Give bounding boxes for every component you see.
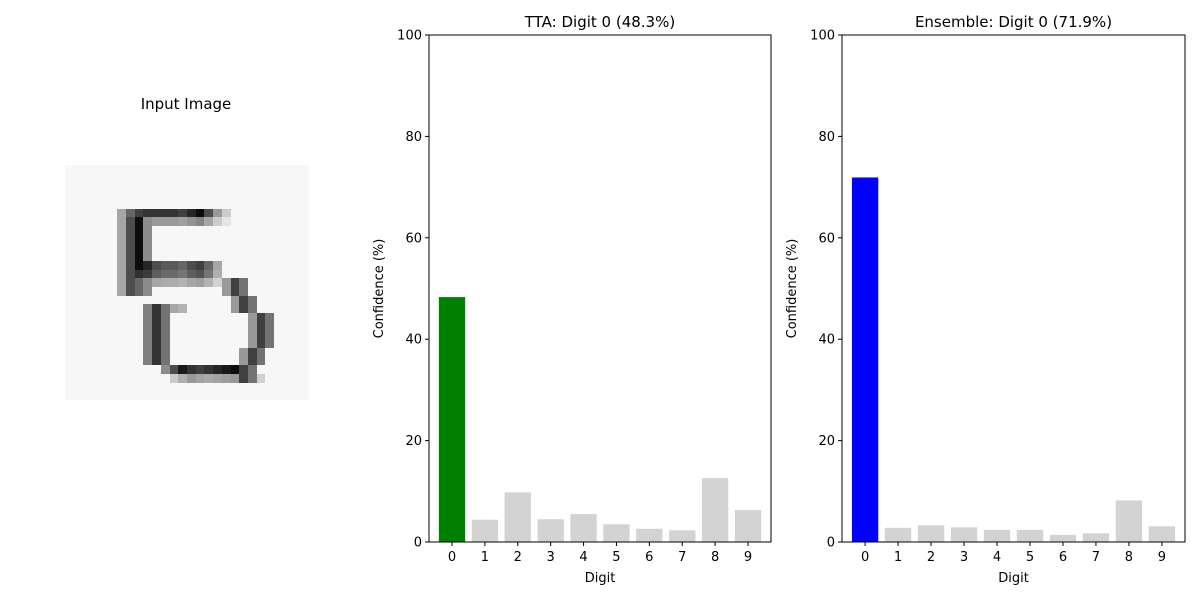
- chart2-xtick-label-0: 0: [861, 550, 869, 565]
- chart1-ytick-label-0: 0: [414, 536, 422, 551]
- chart1-xtick-label-9: 9: [744, 550, 752, 565]
- input-digit-image: [65, 165, 309, 409]
- chart2-ytick-label-80: 80: [818, 130, 835, 145]
- chart2-xtick-label-8: 8: [1125, 550, 1133, 565]
- chart2-bar-4: [983, 529, 1011, 542]
- chart2-xtick-label-3: 3: [960, 550, 968, 565]
- chart1-ytick-label-20: 20: [405, 434, 422, 449]
- chart2-bar-5: [1016, 529, 1044, 542]
- chart1-xtick-label-4: 4: [579, 550, 587, 565]
- chart1-frame: [428, 34, 772, 543]
- chart1-xtick-label-1: 1: [481, 550, 489, 565]
- chart1-ytick-label-60: 60: [405, 231, 422, 246]
- chart1-bar-0: [438, 297, 466, 542]
- chart2-xtick-label-1: 1: [894, 550, 902, 565]
- chart1-bar-4: [570, 514, 597, 542]
- chart1-bar-1: [471, 519, 499, 542]
- chart1-xlabel: Digit: [585, 571, 616, 586]
- chart2-xtick-label-4: 4: [993, 550, 1001, 565]
- chart2-ytick-label-0: 0: [827, 536, 835, 551]
- chart1-ytick-label-80: 80: [405, 130, 422, 145]
- chart1-bar-2: [504, 492, 531, 542]
- chart1-xtick-label-5: 5: [612, 550, 620, 565]
- chart2-xtick-label-9: 9: [1158, 550, 1166, 565]
- chart2-ytick-label-20: 20: [818, 434, 835, 449]
- chart1-bar-5: [603, 524, 630, 542]
- chart1-ytick-label-100: 100: [397, 29, 422, 44]
- chart1-bar-6: [636, 528, 663, 542]
- chart2-bar-8: [1115, 500, 1143, 542]
- chart2-title: Ensemble: Digit 0 (71.9%): [915, 13, 1112, 31]
- chart2-xtick-label-6: 6: [1059, 550, 1067, 565]
- chart2-frame: [841, 34, 1186, 543]
- chart2-bar-0: [851, 177, 879, 543]
- chart1-xtick-label-0: 0: [448, 550, 456, 565]
- chart2-bar-3: [950, 527, 978, 542]
- chart1-xtick-label-3: 3: [547, 550, 555, 565]
- chart2-ytick-label-40: 40: [818, 333, 835, 348]
- chart1-bar-7: [669, 530, 696, 542]
- chart1-title: TTA: Digit 0 (48.3%): [524, 13, 675, 31]
- input-image-title: Input Image: [140, 95, 232, 113]
- chart2-xlabel: Digit: [998, 571, 1029, 586]
- chart2-bar-1: [884, 527, 912, 542]
- chart1-bar-3: [537, 519, 564, 542]
- chart2-bar-7: [1082, 533, 1110, 542]
- chart1-xtick-label-8: 8: [711, 550, 719, 565]
- chart2-bar-9: [1148, 526, 1176, 542]
- chart1-xtick-label-2: 2: [514, 550, 522, 565]
- chart1-bar-8: [701, 478, 729, 542]
- chart2-xtick-label-2: 2: [927, 550, 935, 565]
- chart1-ylabel: Confidence (%): [372, 239, 387, 339]
- chart2-ytick-label-100: 100: [810, 29, 835, 44]
- chart1-xtick-label-6: 6: [645, 550, 653, 565]
- chart1-xtick-label-7: 7: [678, 550, 686, 565]
- chart1-ytick-label-40: 40: [405, 333, 422, 348]
- chart2-xtick-label-7: 7: [1092, 550, 1100, 565]
- chart1-bar-9: [734, 510, 762, 542]
- chart2-xtick-label-5: 5: [1026, 550, 1034, 565]
- chart2-ylabel: Confidence (%): [785, 239, 800, 339]
- chart2-bar-2: [917, 525, 945, 542]
- chart2-ytick-label-60: 60: [818, 231, 835, 246]
- chart2-bar-6: [1049, 534, 1077, 542]
